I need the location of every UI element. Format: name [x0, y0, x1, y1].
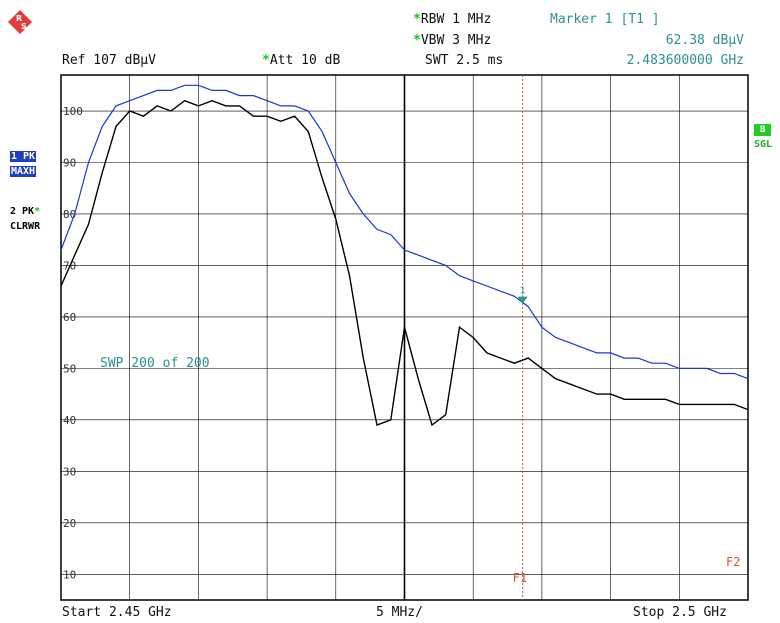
marker-number: 1: [520, 286, 526, 297]
svg-text:S: S: [21, 22, 27, 31]
sweep-mode: SGL: [754, 139, 773, 150]
sweep-count: SWP 200 of 200: [100, 356, 210, 371]
marker-title: Marker 1 [T1 ]: [550, 12, 660, 27]
y-tick-label: 10: [63, 568, 76, 581]
rbw-readout: *RBW 1 MHz: [413, 12, 492, 27]
y-tick-label: 50: [63, 362, 76, 375]
ref-level: Ref 107 dBµV: [62, 53, 156, 68]
y-tick-label: 30: [63, 465, 76, 478]
f1-label: F1: [513, 571, 527, 585]
trace2-mode[interactable]: CLRWR: [10, 221, 41, 232]
span-per-div: 5 MHz/: [376, 605, 423, 620]
trace2-label[interactable]: 2 PK*: [10, 206, 41, 217]
marker-frequency: 2.483600000 GHz: [626, 53, 744, 68]
f2-label: F2: [726, 555, 740, 569]
stop-frequency: Stop 2.5 GHz: [633, 605, 727, 620]
y-tick-label: 20: [63, 517, 76, 530]
attenuation: *Att 10 dB: [262, 53, 341, 68]
y-tick-label: 100: [63, 105, 83, 118]
swt-readout: SWT 2.5 ms: [425, 53, 504, 68]
start-frequency: Start 2.45 GHz: [62, 605, 172, 620]
marker-level: 62.38 dBµV: [665, 33, 744, 48]
vbw-readout: *VBW 3 MHz: [413, 33, 492, 48]
rs-logo-icon: R S: [8, 10, 32, 34]
trace-clrwr: [60, 99, 749, 427]
marker-1-icon[interactable]: [517, 296, 528, 304]
grid: [61, 75, 748, 600]
badge-b: B: [754, 117, 772, 136]
trace-maxh: [60, 84, 749, 380]
y-tick-label: 90: [63, 157, 76, 170]
y-tick-label: 60: [63, 311, 76, 324]
trace1-mode[interactable]: MAXH: [10, 166, 37, 177]
trace1-label[interactable]: 1 PK: [10, 151, 37, 162]
y-tick-label: 40: [63, 414, 76, 427]
logo-text: R: [16, 14, 22, 23]
